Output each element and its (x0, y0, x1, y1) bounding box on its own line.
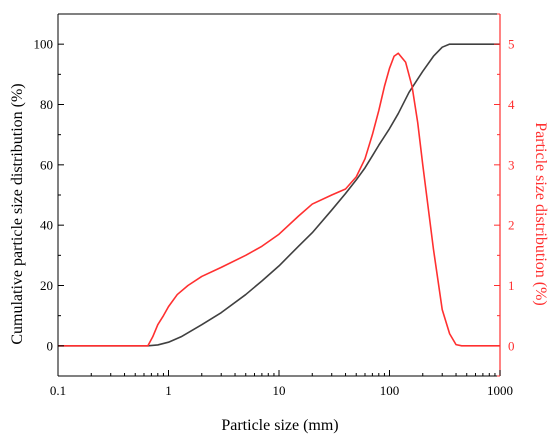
y-right-axis-title: Particle size distribution (%) (532, 122, 549, 306)
x-tick-label: 0.1 (50, 383, 66, 398)
plot-area (58, 43, 500, 347)
y-left-tick-label: 20 (40, 278, 53, 293)
y-left-axis-title: Cumulative particle size distribution (%… (9, 83, 26, 344)
x-tick-label: 1 (165, 383, 172, 398)
y-left-tick-label: 0 (47, 338, 54, 353)
y-right-tick-label: 4 (508, 97, 515, 112)
y-right-tick-label: 1 (508, 278, 515, 293)
y-left-tick-label: 100 (34, 37, 54, 52)
series-line-distribution (58, 52, 500, 347)
y-left-tick-label: 60 (40, 157, 53, 172)
y-right-tick-label: 5 (508, 37, 515, 52)
series-line-cumulative (58, 43, 500, 347)
x-axis-title: Particle size (mm) (221, 417, 338, 434)
y-right-tick-label: 2 (508, 218, 515, 233)
x-tick-label: 1000 (487, 383, 513, 398)
y-left-tick-label: 40 (40, 218, 53, 233)
y-right-tick-label: 3 (508, 157, 515, 172)
y-left-tick-label: 80 (40, 97, 53, 112)
x-tick-label: 10 (273, 383, 286, 398)
x-tick-label: 100 (380, 383, 400, 398)
y-right-tick-label: 0 (508, 338, 515, 353)
